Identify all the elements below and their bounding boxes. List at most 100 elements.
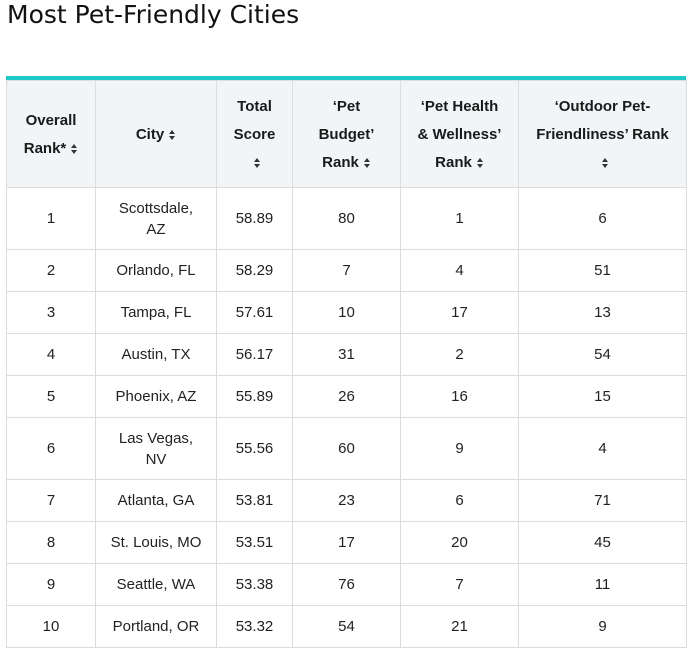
city-name-line: Portland, OR: [112, 618, 200, 635]
column-header-label: Budget’: [318, 126, 375, 143]
column-header-label: & Wellness’: [417, 126, 502, 143]
column-header-label: Total: [237, 98, 272, 115]
cell-pet-budget-rank: 80: [292, 187, 401, 250]
city-name-line: Scottsdale,: [118, 199, 194, 217]
city-name-line: Las Vegas,: [118, 429, 194, 447]
column-header-label: Rank: [322, 154, 359, 171]
cell-pet-health-wellness-rank: 1: [400, 187, 519, 250]
cell-overall-rank: 4: [6, 333, 96, 376]
cell-pet-budget-rank: 17: [292, 521, 401, 564]
cell-pet-health-wellness-rank: 7: [400, 563, 519, 606]
column-header-label: Overall: [25, 112, 77, 129]
cell-city: Orlando, FL: [95, 249, 217, 292]
rankings-table: Overall Rank* City Total Score ‘Pet Budget’ Ran…: [6, 80, 687, 648]
sort-icon[interactable]: [476, 157, 484, 169]
cell-overall-rank: 8: [6, 521, 96, 564]
city-name-line: NV: [145, 450, 167, 468]
column-header-line: [227, 149, 282, 177]
cell-total-score: 58.89: [216, 187, 293, 250]
cell-city: Scottsdale, AZ: [95, 187, 217, 250]
cell-pet-health-wellness-rank: 4: [400, 249, 519, 292]
cell-outdoor-pet-friendliness-rank: 51: [518, 249, 687, 292]
cell-total-score: 53.32: [216, 605, 293, 648]
sort-icon[interactable]: [363, 157, 371, 169]
cell-total-score: 56.17: [216, 333, 293, 376]
sort-icon[interactable]: [70, 143, 78, 155]
sort-icon[interactable]: [601, 157, 609, 169]
cell-overall-rank: 6: [6, 417, 96, 480]
cell-total-score: 57.61: [216, 291, 293, 334]
cell-city: St. Louis, MO: [95, 521, 217, 564]
cell-overall-rank: 2: [6, 249, 96, 292]
column-header-line: Rank: [303, 149, 390, 177]
city-name-line: Phoenix, AZ: [115, 388, 197, 405]
table-row: 5 Phoenix, AZ 55.89 26 16 15: [6, 375, 687, 418]
cell-pet-health-wellness-rank: 6: [400, 479, 519, 522]
city-name-line: Austin, TX: [121, 346, 191, 363]
cell-overall-rank: 1: [6, 187, 96, 250]
cell-overall-rank: 3: [6, 291, 96, 334]
cell-outdoor-pet-friendliness-rank: 4: [518, 417, 687, 480]
cell-pet-budget-rank: 10: [292, 291, 401, 334]
cell-outdoor-pet-friendliness-rank: 13: [518, 291, 687, 334]
table-row: 3 Tampa, FL 57.61 10 17 13: [6, 291, 687, 334]
table-body: 1 Scottsdale, AZ 58.89 80 1 6 2 Orlando, FL 58.29…: [6, 187, 687, 648]
cell-total-score: 53.81: [216, 479, 293, 522]
cell-outdoor-pet-friendliness-rank: 71: [518, 479, 687, 522]
cell-pet-health-wellness-rank: 16: [400, 375, 519, 418]
column-header-label: Rank*: [23, 140, 67, 157]
column-header-label: ‘Pet: [332, 98, 361, 115]
cell-city: Tampa, FL: [95, 291, 217, 334]
city-name-line: AZ: [146, 220, 166, 238]
column-header-label: ‘Outdoor Pet-: [554, 98, 651, 115]
cell-outdoor-pet-friendliness-rank: 15: [518, 375, 687, 418]
column-header-label: Rank: [435, 154, 472, 171]
city-name-line: Atlanta, GA: [117, 492, 195, 509]
cell-overall-rank: 5: [6, 375, 96, 418]
sort-icon[interactable]: [253, 157, 261, 169]
cell-outdoor-pet-friendliness-rank: 11: [518, 563, 687, 606]
cell-pet-budget-rank: 31: [292, 333, 401, 376]
cell-city: Atlanta, GA: [95, 479, 217, 522]
column-header-line: [529, 149, 676, 177]
table-row: 6 Las Vegas, NV 55.56 60 9 4: [6, 417, 687, 480]
table-row: 2 Orlando, FL 58.29 7 4 51: [6, 249, 687, 292]
rankings-table-container: Overall Rank* City Total Score ‘Pet Budget’ Ran…: [6, 76, 687, 648]
column-header-outdoor-pet-friendliness-rank[interactable]: ‘Outdoor Pet- Friendliness’ Rank: [518, 80, 687, 188]
column-header-pet-health-wellness-rank[interactable]: ‘Pet Health & Wellness’ Rank: [400, 80, 519, 188]
column-header-label: ‘Pet Health: [420, 98, 499, 115]
column-header-city[interactable]: City: [95, 80, 217, 188]
column-header-total-score[interactable]: Total Score: [216, 80, 293, 188]
cell-total-score: 53.38: [216, 563, 293, 606]
cell-overall-rank: 10: [6, 605, 96, 648]
cell-pet-health-wellness-rank: 9: [400, 417, 519, 480]
cell-pet-health-wellness-rank: 2: [400, 333, 519, 376]
city-name-line: Seattle, WA: [116, 576, 196, 593]
cell-pet-budget-rank: 76: [292, 563, 401, 606]
column-header-overall-rank[interactable]: Overall Rank*: [6, 80, 96, 188]
cell-city: Phoenix, AZ: [95, 375, 217, 418]
table-row: 4 Austin, TX 56.17 31 2 54: [6, 333, 687, 376]
table-header: Overall Rank* City Total Score ‘Pet Budget’ Ran…: [6, 80, 687, 188]
city-name-line: Tampa, FL: [120, 304, 192, 321]
cell-overall-rank: 7: [6, 479, 96, 522]
table-row: 7 Atlanta, GA 53.81 23 6 71: [6, 479, 687, 522]
cell-pet-budget-rank: 7: [292, 249, 401, 292]
cell-overall-rank: 9: [6, 563, 96, 606]
header-row: Overall Rank* City Total Score ‘Pet Budget’ Ran…: [6, 80, 687, 188]
cell-total-score: 55.56: [216, 417, 293, 480]
cell-total-score: 55.89: [216, 375, 293, 418]
cell-city: Portland, OR: [95, 605, 217, 648]
column-header-label: Score: [233, 126, 276, 143]
cell-city: Seattle, WA: [95, 563, 217, 606]
city-name-line: St. Louis, MO: [110, 534, 202, 551]
table-accent-rule: [6, 76, 686, 80]
sort-icon[interactable]: [168, 129, 176, 141]
page-title: Most Pet-Friendly Cities: [7, 0, 300, 29]
cell-pet-budget-rank: 26: [292, 375, 401, 418]
cell-city: Las Vegas, NV: [95, 417, 217, 480]
cell-total-score: 58.29: [216, 249, 293, 292]
column-header-pet-budget-rank[interactable]: ‘Pet Budget’ Rank: [292, 80, 401, 188]
cell-city: Austin, TX: [95, 333, 217, 376]
table-row: 1 Scottsdale, AZ 58.89 80 1 6: [6, 187, 687, 250]
